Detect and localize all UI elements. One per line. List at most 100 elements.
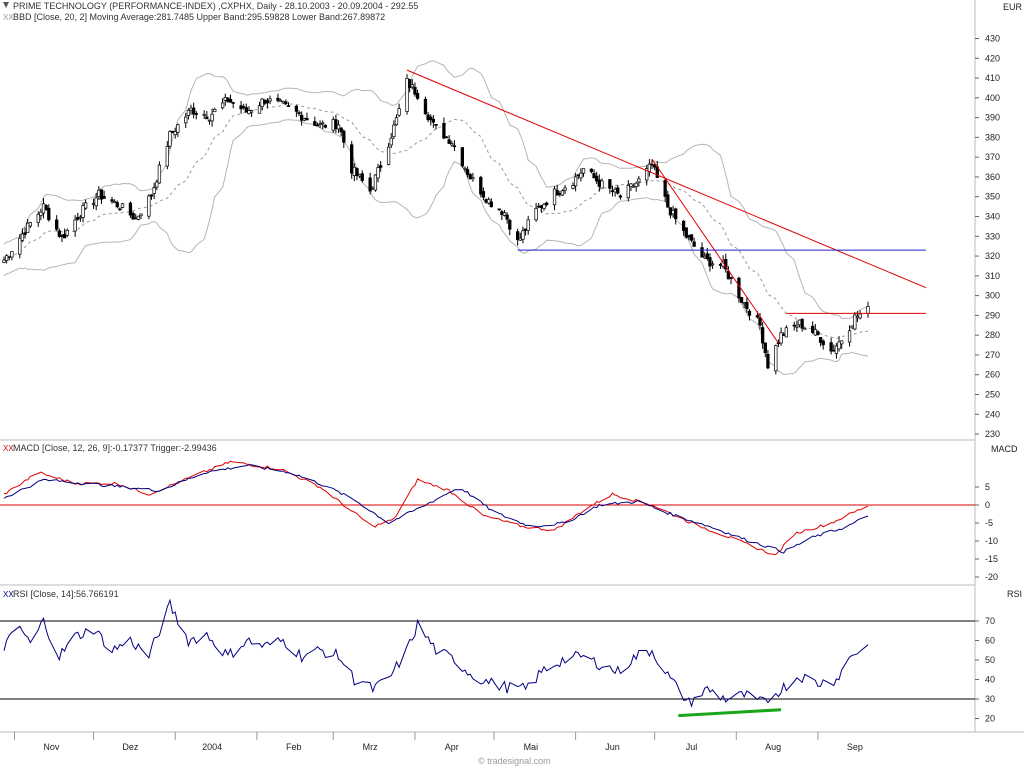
candle-body — [76, 217, 80, 220]
candle-body — [379, 165, 383, 168]
price-tick-label: 400 — [985, 93, 1000, 103]
candle-body — [597, 179, 601, 187]
candle-body — [2, 259, 6, 263]
candle-body — [463, 167, 467, 170]
month-label: Mai — [524, 742, 539, 752]
bbd-legend-icon: XX — [3, 13, 14, 22]
price-tick-label: 270 — [985, 350, 1000, 360]
candle-body — [168, 131, 172, 147]
candle-body — [608, 179, 612, 189]
legend-markers: XX XX XX — [3, 2, 14, 599]
candle-body — [394, 117, 399, 126]
candle-body — [44, 205, 48, 210]
chart-title: PRIME TECHNOLOGY (PERFORMANCE-INDEX) ,CX… — [13, 1, 418, 11]
candle-body — [81, 205, 85, 218]
rsi-unit-label: RSI — [1007, 589, 1022, 599]
candle-body — [305, 118, 309, 121]
candle-body — [555, 190, 559, 196]
candle-body — [758, 317, 762, 326]
candle-body — [297, 112, 301, 115]
candle-body — [681, 220, 686, 231]
candle-body — [336, 124, 341, 130]
watermark: © tradesignal.com — [478, 756, 551, 766]
candle-body — [479, 176, 483, 195]
candle-body — [413, 86, 417, 95]
candle-body — [452, 145, 457, 148]
candle-body — [784, 327, 788, 338]
price-tick-label: 360 — [985, 172, 1000, 182]
candle-body — [800, 318, 804, 329]
price-tick-label: 390 — [985, 113, 1000, 123]
lower-band-line — [3, 119, 869, 376]
price-tick-label: 230 — [985, 429, 1000, 439]
candle-body — [502, 212, 507, 216]
candle-body — [331, 119, 335, 131]
candle-body — [626, 184, 630, 199]
candle-body — [157, 164, 162, 184]
macd-pane-legend: MACD [Close, 12, 26, 9]:-0.17377 Trigger… — [13, 443, 217, 453]
macd-tick-label: -20 — [985, 572, 998, 582]
candle-body — [745, 301, 749, 310]
price-tick-label: 260 — [985, 370, 1000, 380]
candle-body — [149, 194, 154, 197]
candle-body — [350, 144, 354, 174]
candle-body — [481, 191, 486, 198]
candle-body — [410, 84, 414, 88]
candle-body — [128, 202, 133, 216]
candle-body — [576, 174, 580, 177]
candle-body — [184, 116, 188, 124]
candle-body — [110, 199, 114, 202]
month-label: 2004 — [202, 742, 222, 752]
candle-body — [634, 182, 638, 187]
candle-body — [286, 105, 291, 107]
candle-body — [315, 124, 320, 127]
price-tick-label: 320 — [985, 251, 1000, 261]
price-unit-label: EUR — [1003, 2, 1023, 12]
candle-body — [811, 325, 815, 333]
candle-body — [165, 146, 169, 167]
candle-body — [747, 310, 752, 316]
rsi-divergence-line — [678, 708, 782, 718]
candle-body — [710, 263, 715, 266]
candle-body — [703, 255, 707, 259]
price-tick-label: 280 — [985, 330, 1000, 340]
moving-average-line — [3, 103, 869, 339]
candle-body — [429, 116, 433, 121]
candle-body — [563, 187, 567, 191]
candle-body — [866, 306, 870, 314]
candle-body — [176, 124, 180, 133]
candle-body — [415, 93, 420, 99]
candle-body — [613, 188, 617, 193]
price-tick-label: 380 — [985, 132, 1000, 142]
candle-body — [795, 325, 799, 328]
candle-body — [389, 137, 393, 146]
candle-body — [558, 193, 562, 195]
candle-body — [650, 163, 654, 166]
rsi-tick-label: 30 — [985, 694, 995, 704]
candle-body — [260, 98, 264, 108]
month-label: Feb — [286, 742, 302, 752]
candle-body — [737, 277, 741, 299]
macd-tick-label: -5 — [985, 518, 993, 528]
candle-body — [803, 327, 807, 330]
candle-body — [62, 233, 67, 239]
candle-body — [518, 237, 522, 241]
candle-body — [637, 178, 641, 183]
candle-body — [134, 217, 138, 220]
candle-body — [99, 189, 104, 200]
candle-body — [302, 118, 306, 121]
candle-body — [202, 114, 206, 116]
candle-body — [450, 143, 454, 146]
candle-body — [516, 231, 520, 241]
candle-body — [426, 114, 430, 121]
rsi-pane — [0, 598, 975, 718]
candle-body — [850, 325, 854, 329]
candle-body — [281, 101, 285, 104]
candle-body — [468, 174, 472, 180]
rsi-tick-label: 70 — [985, 616, 995, 626]
candle-body — [373, 174, 378, 191]
candle-body — [186, 110, 191, 117]
candle-body — [629, 183, 633, 187]
